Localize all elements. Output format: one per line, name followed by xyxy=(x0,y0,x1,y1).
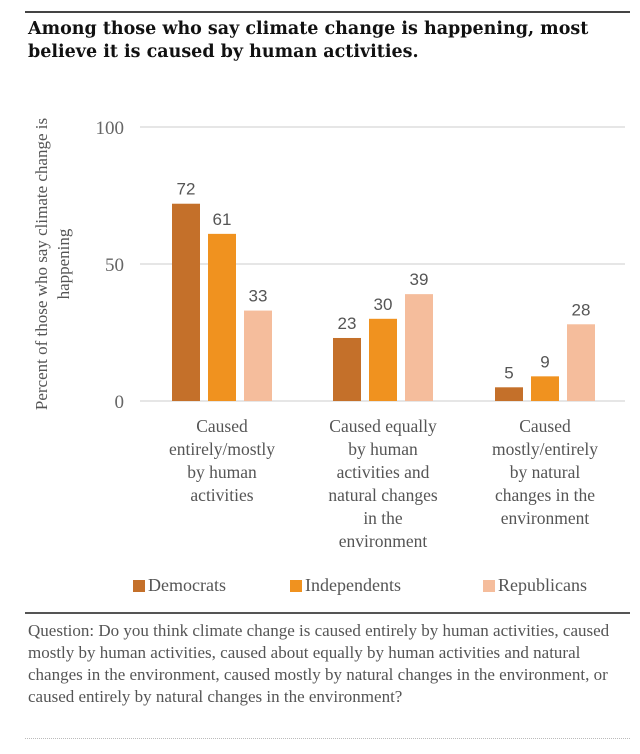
data-label: 28 xyxy=(572,300,591,319)
bar-independents xyxy=(369,318,397,401)
divider xyxy=(25,612,630,614)
category-label: Caused mostly/entirely by natural changes i… xyxy=(492,416,598,528)
data-label: 30 xyxy=(374,295,393,314)
legend-label: Democrats xyxy=(148,575,226,595)
bar-republicans xyxy=(405,294,433,401)
chart-title: Among those who say climate change is ha… xyxy=(28,19,589,62)
data-label: 23 xyxy=(338,314,357,333)
category-label: Caused equally by human activities and natu… xyxy=(328,416,438,551)
data-label: 72 xyxy=(177,180,196,199)
legend-swatch xyxy=(483,579,495,592)
bar-democrats xyxy=(495,387,523,401)
bar-democrats xyxy=(172,203,200,401)
y-tick-label: 50 xyxy=(105,255,124,276)
bar-chart: 0 50 100 Percent of those who say climate c… xyxy=(32,118,625,551)
data-label: 61 xyxy=(213,210,232,229)
legend-label: Independents xyxy=(305,575,401,595)
legend-item: Independents xyxy=(290,575,401,596)
data-label: 39 xyxy=(410,270,429,289)
bar-independents xyxy=(531,376,559,401)
category-label: Caused entirely/mostly by human activities xyxy=(169,416,275,505)
legend: Democrats Independents Republicans xyxy=(0,575,640,599)
y-tick-label: 0 xyxy=(115,392,125,413)
bar-independents xyxy=(208,233,236,401)
bar-republicans xyxy=(567,324,595,401)
legend-swatch xyxy=(133,579,145,592)
y-tick-label: 100 xyxy=(96,118,125,139)
legend-label: Republicans xyxy=(498,575,587,595)
legend-swatch xyxy=(290,579,302,592)
bar-democrats xyxy=(333,337,361,401)
legend-item: Republicans xyxy=(483,575,587,596)
data-label: 33 xyxy=(249,287,268,306)
bar-republicans xyxy=(244,310,272,401)
data-label: 5 xyxy=(504,363,513,382)
data-label: 9 xyxy=(540,352,549,371)
question-text: Question: Do you think climate change is… xyxy=(28,621,610,706)
bottom-divider xyxy=(25,738,630,739)
y-axis-label: Percent of those who say climate change … xyxy=(32,118,73,410)
top-rule xyxy=(25,11,630,13)
legend-item: Democrats xyxy=(133,575,226,596)
